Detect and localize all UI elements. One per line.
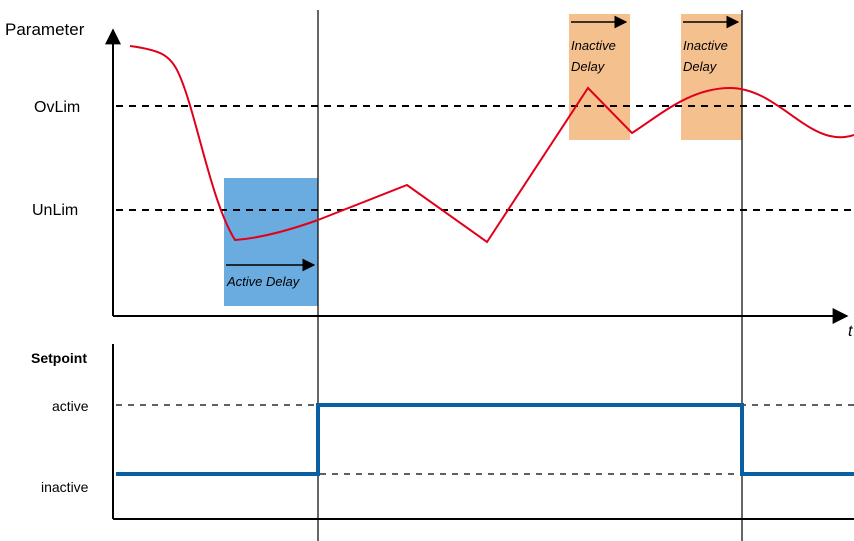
ovlim-label: OvLim	[34, 99, 80, 116]
inactive-delay-label-2-line2: Delay	[683, 59, 718, 74]
inactive-delay-box-1	[569, 14, 630, 140]
inactive-delay-label-1-line1: Inactive	[571, 38, 616, 53]
inactive-delay-label-2-line1: Inactive	[683, 38, 728, 53]
setpoint-line	[116, 403, 854, 476]
setpoint-axis-label: Setpoint	[31, 350, 87, 366]
parameter-axis-label: Parameter	[5, 20, 85, 39]
active-delay-box	[224, 178, 318, 306]
inactive-delay-box-2	[681, 14, 742, 140]
inactive-level-label: inactive	[41, 479, 89, 495]
active-level-label: active	[52, 398, 89, 414]
inactive-delay-label-1-line2: Delay	[571, 59, 606, 74]
parameter-curve	[129, 45, 854, 244]
unlim-label: UnLim	[32, 202, 78, 219]
active-delay-label: Active Delay	[226, 274, 301, 289]
time-axis-label: t	[848, 323, 853, 340]
